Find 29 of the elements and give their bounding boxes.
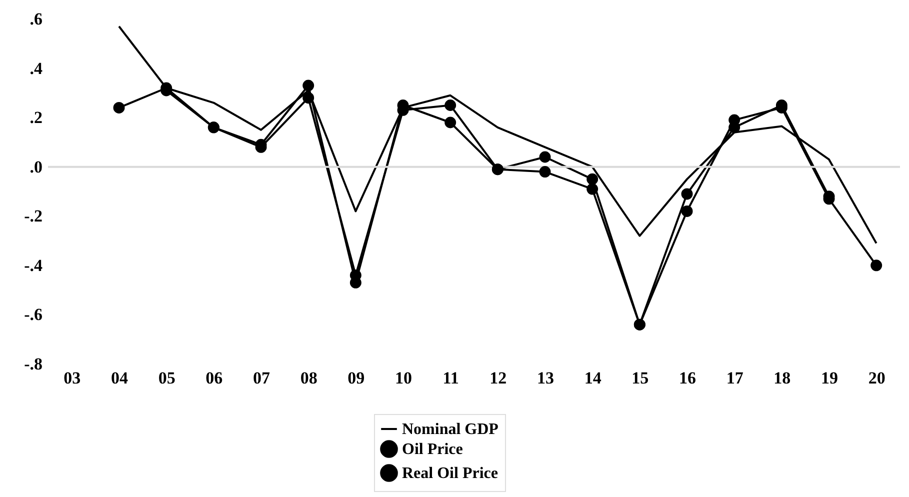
y-tick-label: -.8 <box>24 354 42 374</box>
y-tick-label: -.4 <box>24 256 43 275</box>
x-tick-label: 14 <box>584 368 602 388</box>
x-tick-label: 17 <box>726 368 744 388</box>
x-tick-label: 09 <box>348 368 365 388</box>
y-tick-label: -.6 <box>24 305 42 324</box>
y-tick-label: .4 <box>30 58 43 78</box>
x-tick-label: 10 <box>395 368 412 388</box>
y-tick-label: .2 <box>30 108 42 128</box>
x-tick-label: 18 <box>774 368 791 388</box>
x-tick-label: 07 <box>253 368 270 388</box>
x-tick-label: 13 <box>537 368 554 388</box>
x-tick-label: 08 <box>300 368 318 388</box>
x-tick-label: 20 <box>868 368 886 388</box>
y-tick-label: .0 <box>30 157 42 176</box>
legend-label: Real Oil Price <box>402 465 498 482</box>
x-tick-label: 05 <box>158 368 176 388</box>
x-tick-label: 03 <box>64 368 81 388</box>
y-tick-label: .6 <box>30 10 42 28</box>
x-tick-label: 15 <box>632 368 649 388</box>
x-tick-label: 04 <box>111 368 128 388</box>
x-tick-label: 11 <box>442 368 459 388</box>
y-tick-label: -.2 <box>24 206 42 226</box>
legend-label: Nominal GDP <box>402 421 499 438</box>
x-tick-label: 12 <box>490 368 507 388</box>
x-tick-label: 06 <box>206 368 223 388</box>
legend-label: Oil Price <box>402 441 463 458</box>
x-tick-label: 19 <box>821 368 838 388</box>
x-tick-label: 16 <box>679 368 696 388</box>
